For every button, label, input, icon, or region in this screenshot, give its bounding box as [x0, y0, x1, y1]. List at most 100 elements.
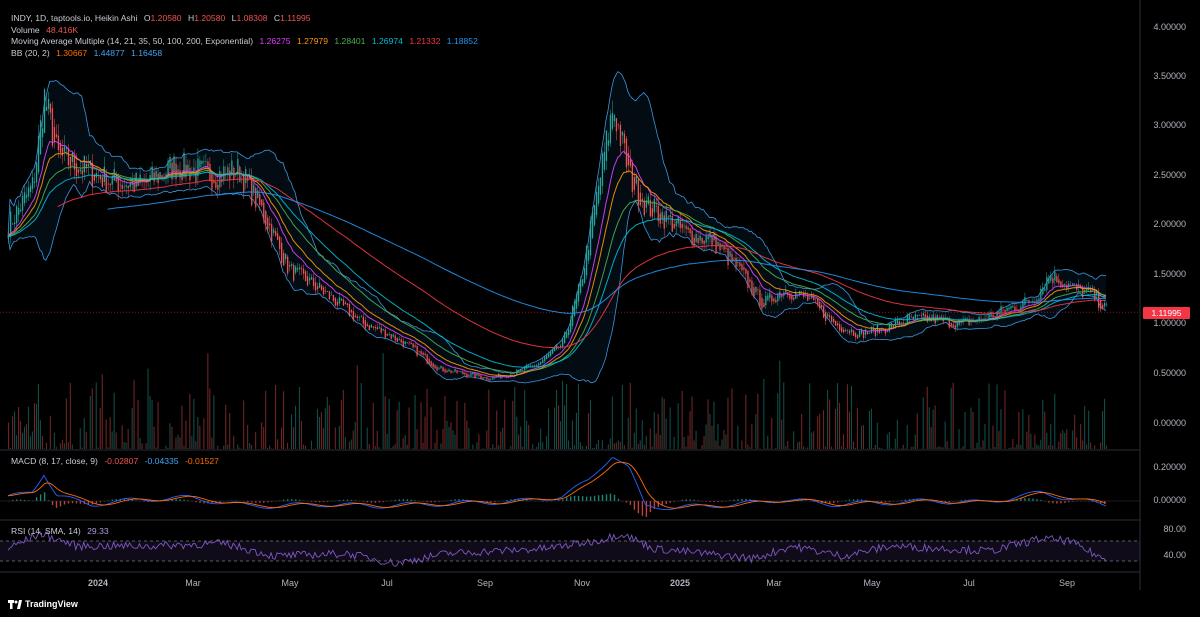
volume-bar	[320, 412, 322, 449]
volume-bar	[906, 424, 908, 449]
volume-bar	[35, 404, 37, 449]
volume-bar	[105, 419, 107, 449]
volume-bar	[79, 428, 81, 449]
candle	[41, 128, 44, 138]
candle	[589, 220, 592, 256]
candle	[663, 215, 665, 229]
candle	[707, 236, 709, 240]
candle	[870, 326, 873, 333]
candle	[398, 338, 400, 340]
volume-bar	[562, 380, 564, 449]
volume-bar	[803, 446, 805, 449]
macd-histogram-bar	[398, 499, 400, 501]
volume-bar	[1074, 414, 1076, 449]
candle	[573, 301, 576, 316]
macd-histogram-bar	[195, 501, 197, 503]
candle	[193, 167, 195, 173]
volume-bar	[271, 448, 273, 449]
candle	[534, 365, 536, 367]
macd-histogram-bar	[366, 501, 369, 503]
volume-bar	[211, 437, 213, 449]
volume-bar	[835, 409, 837, 449]
volume-bar	[189, 393, 191, 449]
candle	[466, 373, 468, 377]
macd-y-tick: 0.00000	[1153, 495, 1186, 505]
candle	[892, 325, 895, 328]
macd-histogram-bar	[709, 501, 711, 502]
y-tick-label: 2.00000	[1153, 219, 1186, 229]
volume-bar	[623, 445, 625, 449]
macd-histogram-bar	[430, 501, 432, 503]
candle	[900, 322, 903, 324]
close-label: C	[273, 13, 281, 23]
candle	[864, 329, 867, 335]
volume-bar	[938, 446, 940, 449]
volume-bar	[193, 398, 195, 449]
candle	[243, 174, 245, 193]
candle	[296, 268, 299, 270]
candle	[356, 316, 358, 318]
candle	[298, 267, 301, 270]
macd-histogram-bar	[1060, 501, 1062, 504]
volume-bar	[63, 443, 65, 449]
volume-bar	[526, 420, 528, 449]
volume-bar	[269, 445, 271, 449]
volume-bar	[787, 441, 789, 449]
candle	[954, 325, 956, 329]
candle	[81, 170, 83, 175]
candle	[627, 152, 629, 166]
volume-bar	[512, 400, 514, 449]
volume-bar	[703, 436, 705, 449]
macd-histogram-bar	[35, 497, 38, 501]
volume-bar	[177, 434, 179, 449]
volume-bar	[781, 419, 783, 449]
candle	[49, 103, 52, 113]
candle	[839, 324, 841, 331]
volume-bar	[121, 425, 123, 449]
candle	[1014, 306, 1016, 312]
candle	[1076, 284, 1078, 290]
volume-bar	[1036, 444, 1038, 449]
volume-bar	[302, 444, 304, 449]
candle	[119, 184, 121, 186]
candle	[213, 181, 215, 183]
macd-histogram-bar	[75, 501, 78, 504]
candle	[747, 271, 749, 288]
macd-histogram-bar	[131, 499, 133, 501]
volume-bar	[225, 404, 227, 449]
volume-bar	[502, 427, 504, 449]
volume-bar	[745, 394, 747, 449]
candle	[743, 267, 745, 270]
volume-bar	[980, 447, 982, 449]
candle	[79, 169, 81, 172]
volume-bar	[233, 435, 235, 449]
macd-histogram-bar	[829, 501, 831, 504]
x-tick-label: Jul	[381, 578, 393, 588]
tradingview-brand[interactable]: TradingView	[8, 599, 78, 609]
volume-bar	[167, 448, 169, 449]
candle	[402, 340, 404, 347]
candle	[442, 367, 444, 372]
volume-bar	[476, 442, 478, 449]
volume-bar	[564, 405, 566, 449]
candle	[693, 237, 695, 247]
volume-bar	[360, 383, 362, 449]
last-price-tag: 1.11995	[1143, 307, 1190, 319]
candle	[129, 182, 131, 187]
volume-bar	[619, 441, 621, 449]
volume-bar	[972, 412, 974, 449]
candle	[281, 242, 283, 263]
volume-bar	[589, 400, 591, 449]
candle	[388, 334, 390, 335]
candle	[906, 314, 908, 324]
volume-bar	[402, 438, 404, 449]
candle	[163, 176, 165, 178]
volume-bar	[295, 405, 297, 449]
macd-histogram-bar	[23, 499, 26, 501]
candle	[619, 124, 622, 146]
candle	[848, 330, 851, 334]
candle	[544, 356, 546, 362]
volume-bar	[783, 382, 785, 449]
candle	[550, 351, 552, 356]
